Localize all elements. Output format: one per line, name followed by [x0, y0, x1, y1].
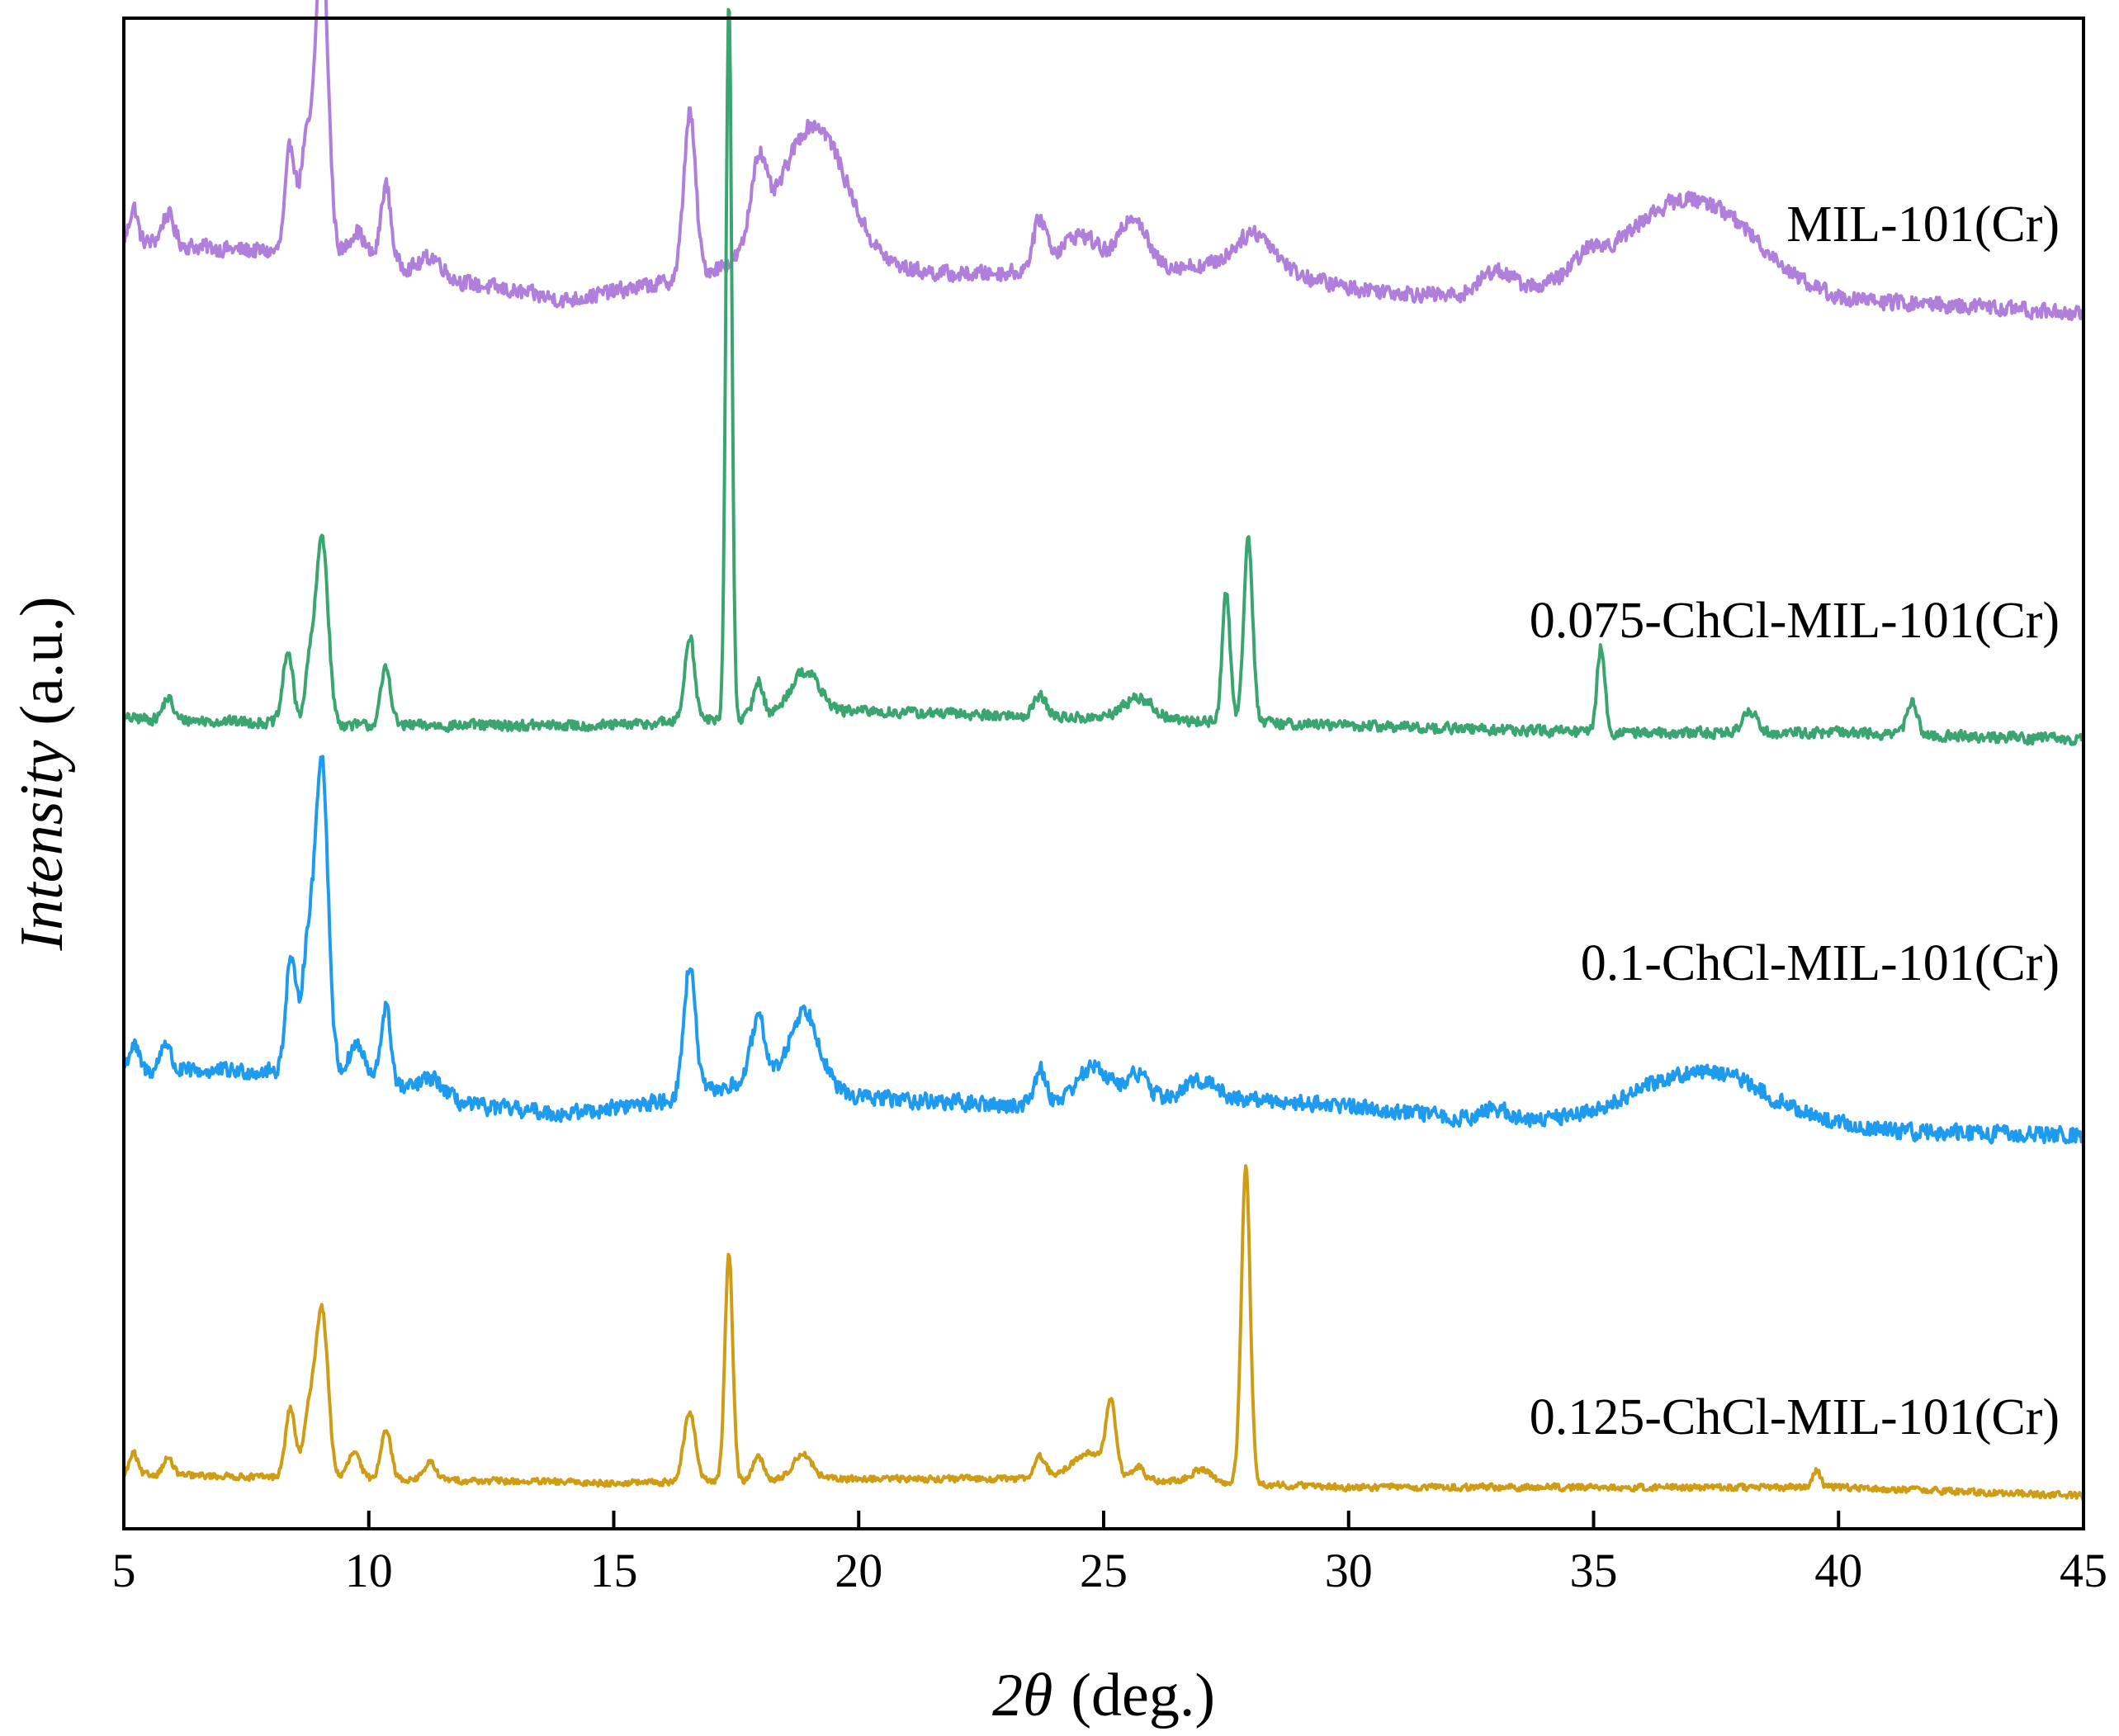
x-tick-label: 30	[1325, 1544, 1373, 1597]
x-tick-label: 20	[835, 1544, 882, 1597]
y-axis-title: Intensity (a.u.)	[8, 597, 76, 952]
x-tick-label: 5	[112, 1544, 136, 1597]
series-label-1: MIL-101(Cr)	[1786, 196, 2060, 253]
x-tick-label: 10	[345, 1544, 393, 1597]
series-line-4	[122, 1164, 2085, 1501]
x-axis-title: 2θ (deg.)	[992, 1662, 1215, 1729]
series-line-1	[122, 0, 2085, 321]
y-axis-variable: Intensity	[8, 740, 76, 952]
series-line-3	[122, 754, 2085, 1145]
x-tick-label: 45	[2060, 1544, 2107, 1597]
series-label-2: 0.075-ChCl-MIL-101(Cr)	[1530, 593, 2060, 649]
series-line-2	[122, 7, 2084, 746]
series-label-4: 0.125-ChCl-MIL-101(Cr)	[1530, 1389, 2060, 1445]
y-axis-unit: (a.u.)	[8, 597, 76, 726]
series-label-3: 0.1-ChCl-MIL-101(Cr)	[1581, 935, 2060, 991]
x-tick-label: 25	[1080, 1544, 1128, 1597]
series-layer	[122, 0, 2085, 1501]
x-axis-unit: (deg.)	[1071, 1662, 1215, 1729]
x-tick-label: 35	[1570, 1544, 1618, 1597]
x-tick-layer: 5 10 15 20 25 30 35 40 45	[112, 1511, 2107, 1597]
series-label-layer: MIL-101(Cr) 0.075-ChCl-MIL-101(Cr) 0.1-ChC…	[1530, 196, 2060, 1445]
x-tick-label: 40	[1814, 1544, 1862, 1597]
x-tick-label: 15	[590, 1544, 638, 1597]
x-axis-variable: 2θ	[992, 1662, 1052, 1729]
